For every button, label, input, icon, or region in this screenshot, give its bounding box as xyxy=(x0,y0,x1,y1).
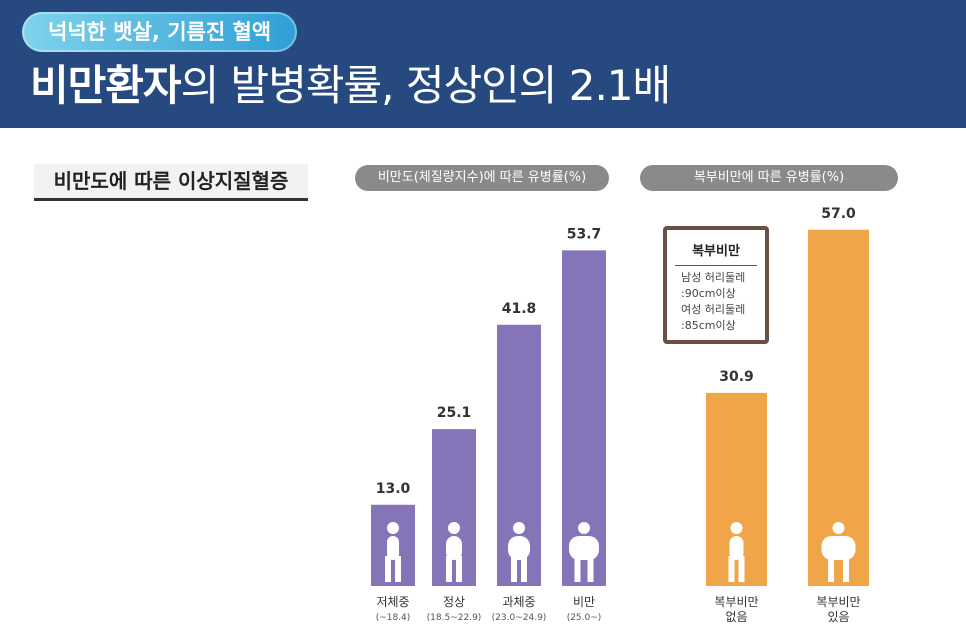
headline-rest: 의 발병확률, 정상인의 2.1배 xyxy=(180,61,672,110)
note-divider xyxy=(675,265,757,266)
abdominal-obesity-note: 복부비만 남성 허리둘레 :90cm이상 여성 허리둘레 :85cm이상 xyxy=(663,226,769,344)
data-label: 41.8 xyxy=(502,301,537,317)
category-label: 복부비만 xyxy=(714,595,758,609)
note-line: 여성 허리둘레 xyxy=(681,303,746,316)
headline-strong: 비만환자 xyxy=(30,61,182,110)
header-banner: 넉넉한 뱃살, 기름진 혈액 비만환자의 발병확률, 정상인의 2.1배 xyxy=(0,0,966,128)
data-label: 57.0 xyxy=(821,206,856,222)
note-line: 남성 허리둘레 xyxy=(681,271,746,284)
category-range-label: (25.0~) xyxy=(567,613,602,623)
waist-panel-label: 복부비만에 따른 유병률(%) xyxy=(640,165,898,191)
page-headline: 비만환자의 발병확률, 정상인의 2.1배 xyxy=(30,58,672,114)
slim-waist-person-icon xyxy=(728,522,745,582)
category-range-label: (23.0~24.9) xyxy=(492,613,547,623)
category-label: 과체중 xyxy=(502,595,535,609)
data-label: 13.0 xyxy=(376,481,411,497)
category-range-label: (18.5~22.9) xyxy=(427,613,482,623)
bar-bmi-1 xyxy=(432,429,476,586)
note-line: :85cm이상 xyxy=(681,319,736,332)
large-waist-person-icon xyxy=(821,522,856,582)
underweight-person-icon xyxy=(385,522,401,582)
category-label: 복부비만 xyxy=(816,595,860,609)
category-label: 정상 xyxy=(443,595,465,609)
category-range-label: (~18.4) xyxy=(376,613,411,623)
category-label: 저체중 xyxy=(376,595,409,609)
note-line: :90cm이상 xyxy=(681,287,736,300)
normal-person-icon xyxy=(446,522,462,582)
data-label: 53.7 xyxy=(567,226,602,242)
obese-person-icon xyxy=(569,522,599,582)
data-label: 25.1 xyxy=(437,405,472,421)
note-title: 복부비만 xyxy=(692,244,740,259)
category-label: 있음 xyxy=(827,610,849,624)
overweight-person-icon xyxy=(508,522,530,582)
data-label: 30.9 xyxy=(719,369,754,385)
bmi-panel-label: 비만도(체질량지수)에 따른 유병률(%) xyxy=(355,165,609,191)
section-title: 비만도에 따른 이상지질혈증 xyxy=(34,164,308,201)
bar-bmi-3 xyxy=(562,250,606,586)
topic-tag: 넉넉한 뱃살, 기름진 혈액 xyxy=(22,12,298,52)
category-label: 비만 xyxy=(573,595,595,609)
category-label: 없음 xyxy=(725,610,747,624)
